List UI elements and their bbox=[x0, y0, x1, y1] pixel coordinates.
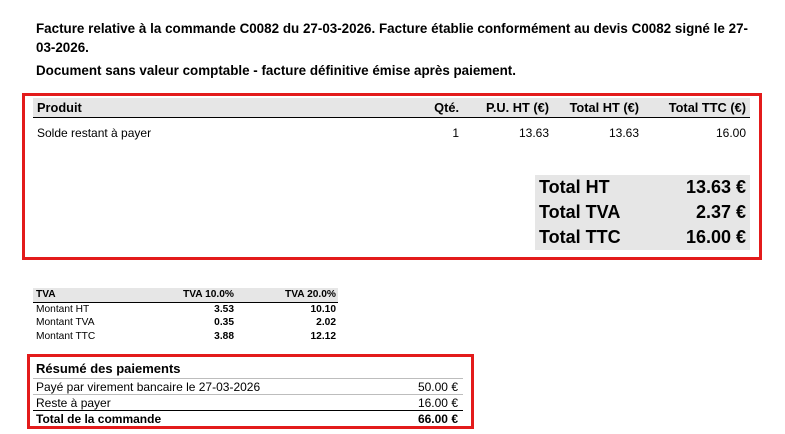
product-total-ht: 13.63 bbox=[608, 126, 639, 140]
header-total-ht: Total HT (€) bbox=[569, 100, 639, 115]
header-product: Produit bbox=[37, 100, 82, 115]
disclaimer-text: Document sans valeur comptable - facture… bbox=[36, 63, 516, 78]
payments-highlight-box bbox=[27, 354, 474, 429]
total-ttc-value: 16.00 € bbox=[685, 227, 746, 247]
total-ttc-label: Total TTC bbox=[539, 227, 621, 247]
vat-row-label: Montant HT bbox=[36, 303, 90, 315]
product-quantity: 1 bbox=[452, 126, 459, 140]
table-row: Solde restant à payer 1 13.63 13.63 16.0… bbox=[33, 124, 750, 142]
order-total-value: 66.00 € bbox=[417, 412, 458, 426]
product-name: Solde restant à payer bbox=[37, 126, 152, 140]
vat-header-10: TVA 10.0% bbox=[183, 289, 234, 300]
product-total-ttc: 16.00 bbox=[715, 126, 746, 140]
vat-10-value: 3.88 bbox=[214, 330, 234, 342]
vat-row-label: Montant TVA bbox=[36, 317, 95, 328]
total-ht-value: 13.63 € bbox=[685, 177, 746, 197]
products-highlight-box bbox=[22, 93, 762, 260]
vat-row-label: Montant TTC bbox=[36, 330, 96, 342]
table-row: Reste à payer 16.00 € bbox=[33, 394, 463, 410]
vat-table-header: TVA TVA 10.0% TVA 20.0% bbox=[33, 288, 338, 303]
order-total-row: Total de la commande 66.00 € bbox=[33, 410, 463, 426]
total-ht-row: Total HT 13.63 € bbox=[535, 175, 750, 200]
payment-label: Payé par virement bancaire le 27-03-2026 bbox=[36, 380, 261, 394]
vat-10-value: 3.53 bbox=[214, 303, 234, 315]
payment-value: 50.00 € bbox=[417, 380, 458, 394]
vat-20-value: 10.10 bbox=[310, 303, 337, 315]
vat-header-label: TVA bbox=[36, 289, 56, 300]
products-table-header: Produit Qté. P.U. HT (€) Total HT (€) To… bbox=[33, 98, 750, 118]
vat-10-value: 0.35 bbox=[214, 317, 234, 328]
total-tva-value: 2.37 € bbox=[695, 202, 746, 222]
remaining-label: Reste à payer bbox=[36, 396, 111, 410]
table-row: Montant TVA 0.35 2.02 bbox=[33, 316, 338, 330]
vat-header-20: TVA 20.0% bbox=[285, 289, 336, 300]
header-total-ttc: Total TTC (€) bbox=[668, 100, 746, 115]
product-unit-price: 13.63 bbox=[518, 126, 549, 140]
payments-summary: Résumé des paiements Payé par virement b… bbox=[33, 361, 463, 426]
remaining-value: 16.00 € bbox=[417, 396, 458, 410]
payments-title: Résumé des paiements bbox=[36, 361, 181, 376]
total-tva-label: Total TVA bbox=[539, 202, 621, 222]
total-ttc-row: Total TTC 16.00 € bbox=[535, 225, 750, 250]
total-ht-label: Total HT bbox=[539, 177, 610, 197]
vat-breakdown-table: TVA TVA 10.0% TVA 20.0% Montant HT 3.53 … bbox=[33, 288, 338, 343]
table-row: Payé par virement bancaire le 27-03-2026… bbox=[33, 378, 463, 394]
order-total-label: Total de la commande bbox=[36, 412, 162, 426]
invoice-reference-text: Facture relative à la commande C0082 du … bbox=[36, 21, 748, 55]
header-unit-price: P.U. HT (€) bbox=[485, 100, 549, 115]
vat-20-value: 2.02 bbox=[316, 317, 336, 328]
total-tva-row: Total TVA 2.37 € bbox=[535, 200, 750, 225]
vat-20-value: 12.12 bbox=[310, 330, 337, 342]
header-quantity: Qté. bbox=[434, 100, 459, 115]
table-row: Montant TTC 3.88 12.12 bbox=[33, 330, 338, 344]
totals-summary: Total HT 13.63 € Total TVA 2.37 € Total … bbox=[535, 175, 750, 250]
table-row: Montant HT 3.53 10.10 bbox=[33, 303, 338, 317]
